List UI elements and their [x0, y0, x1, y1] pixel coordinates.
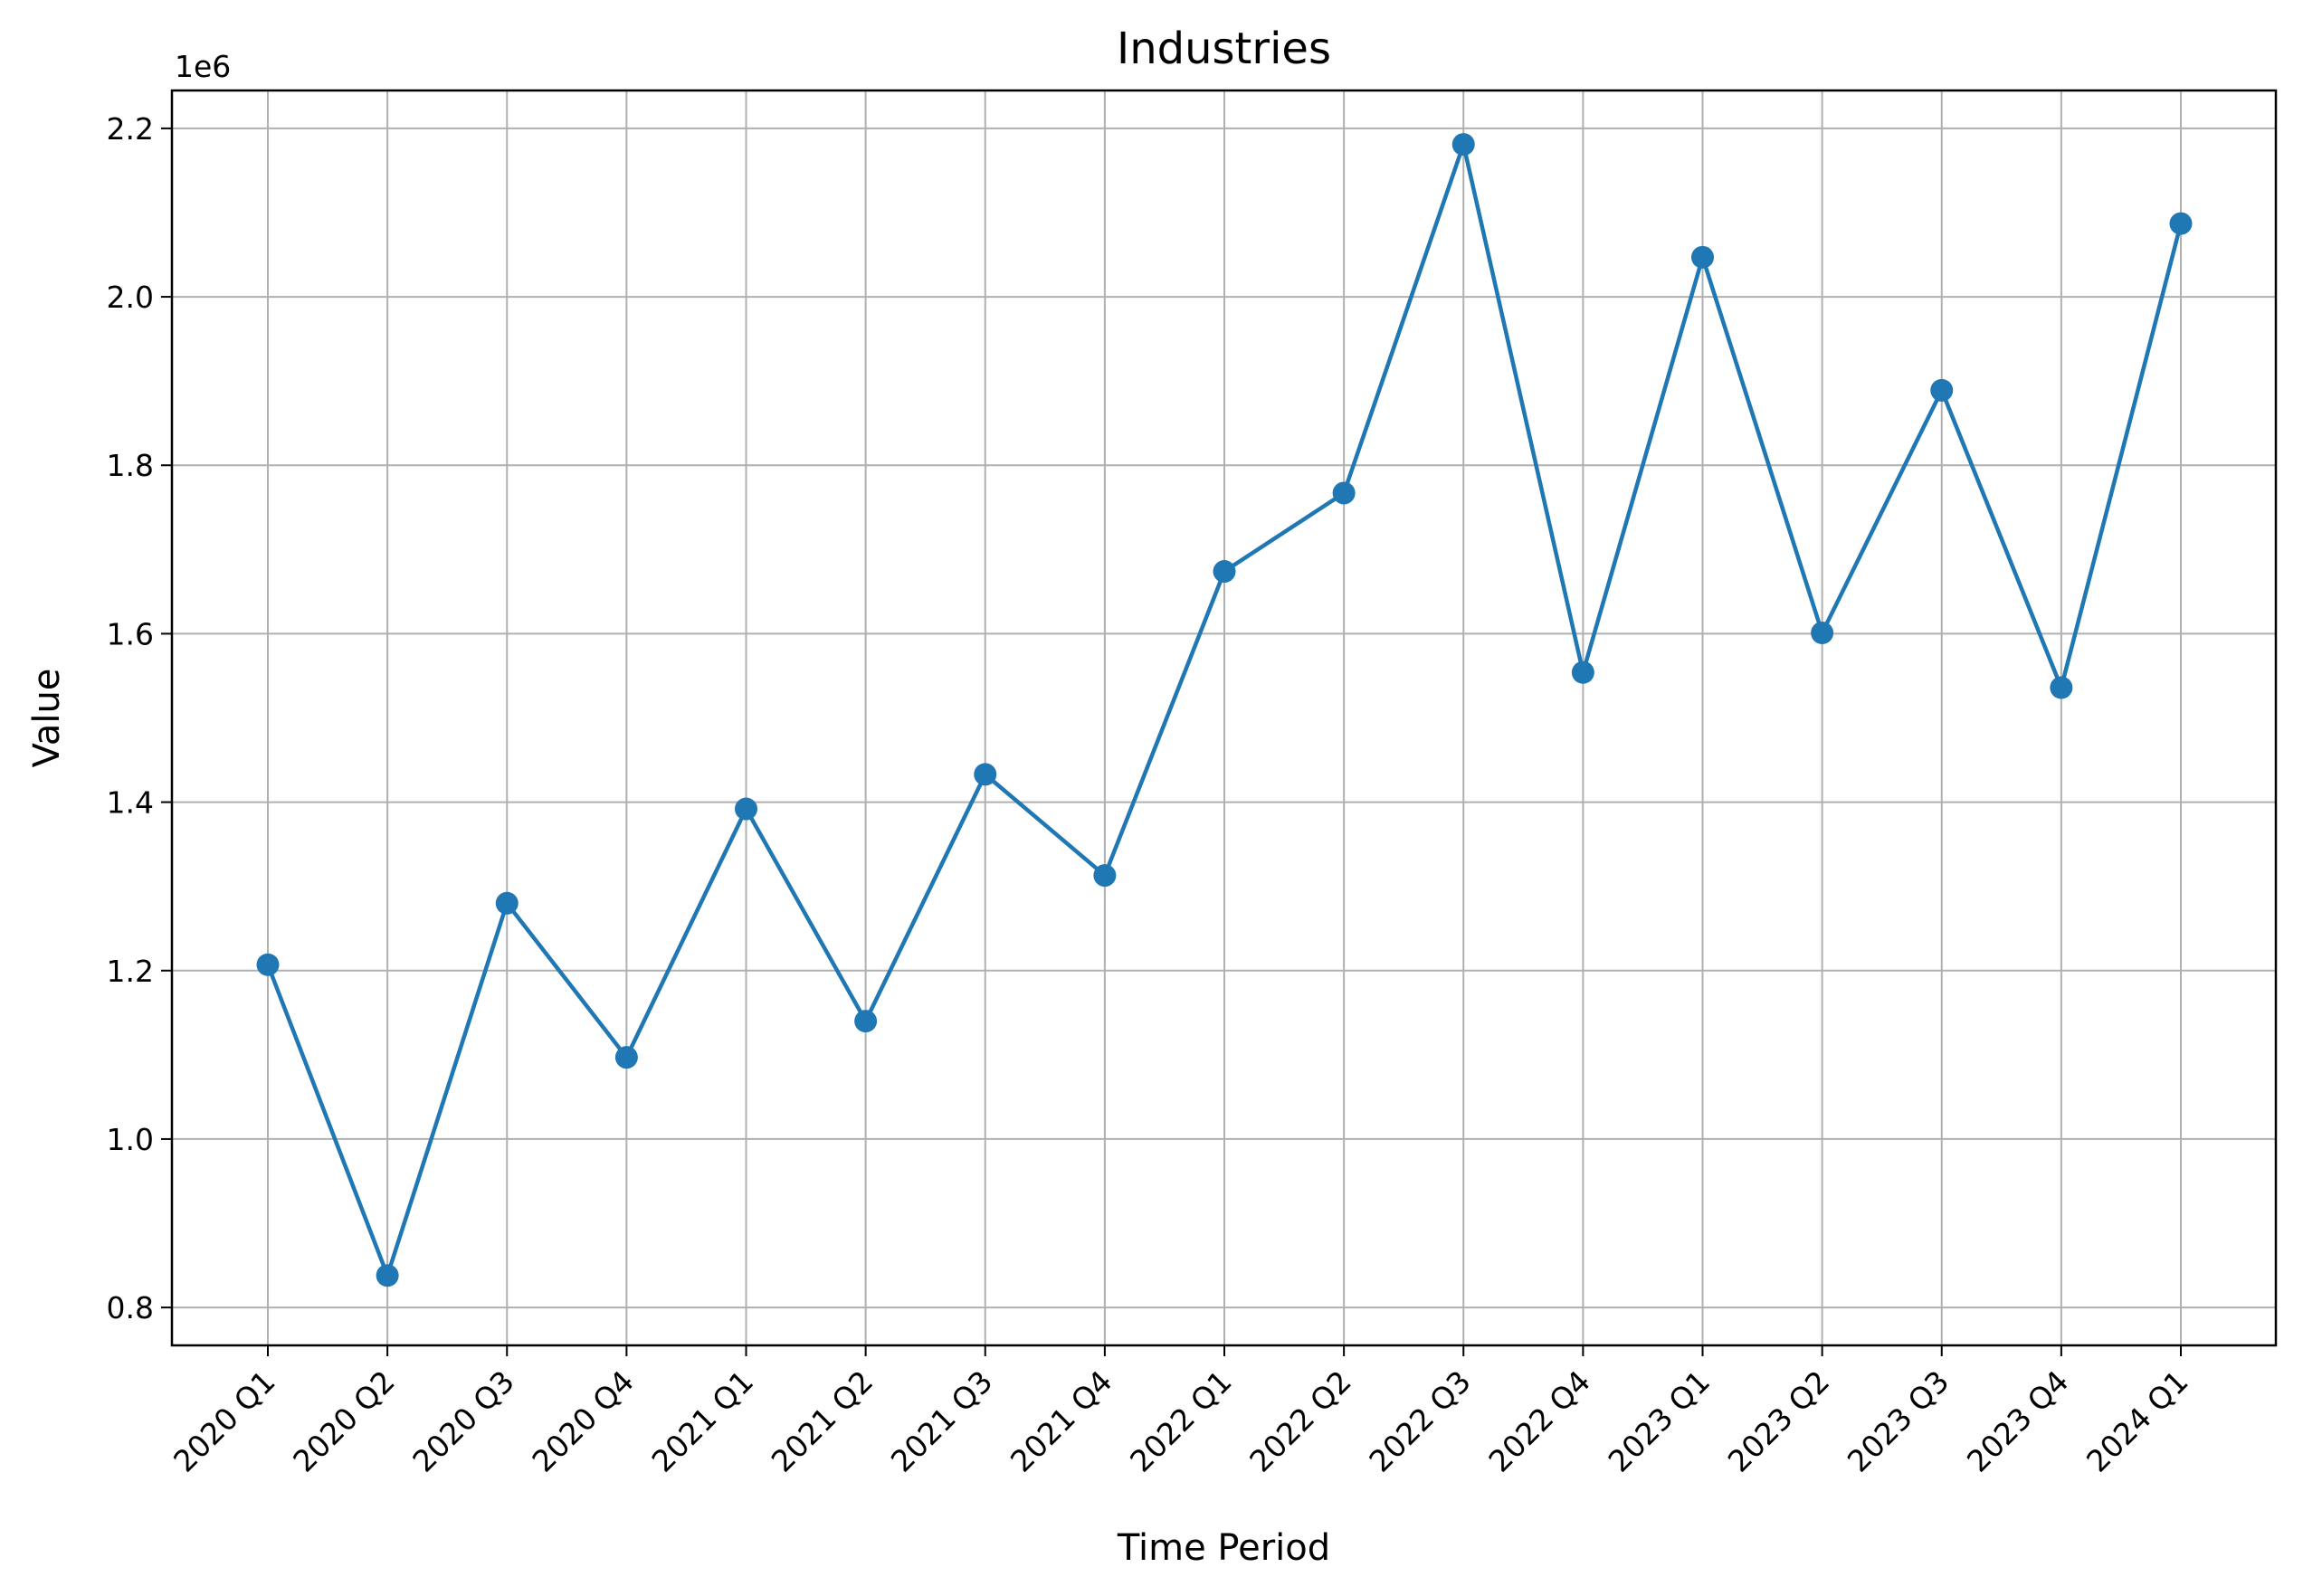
x-tick-label: 2023 Q3	[1841, 1363, 1956, 1479]
x-tick-label: 2021 Q1	[645, 1363, 761, 1479]
grid	[172, 90, 2276, 1345]
chart-title: Industries	[1117, 24, 1331, 74]
data-point	[1213, 560, 1236, 584]
x-tick-label: 2024 Q1	[2079, 1363, 2195, 1479]
data-point	[1811, 621, 1834, 644]
data-point	[1093, 864, 1117, 888]
y-tick-label: 2.2	[107, 111, 154, 147]
data-point	[974, 763, 997, 786]
x-tick-label: 2023 Q4	[1960, 1363, 2076, 1479]
data-point	[1691, 245, 1714, 269]
x-tick-label: 2022 Q1	[1123, 1363, 1239, 1479]
y-tick-label: 1.4	[107, 785, 154, 821]
data-point	[376, 1264, 399, 1287]
y-tick-label: 0.8	[107, 1290, 154, 1325]
data-point	[1332, 481, 1356, 505]
y-tick-label: 1.8	[107, 448, 154, 483]
x-tick-label: 2021 Q2	[765, 1363, 880, 1479]
x-tick-label: 2020 Q3	[405, 1363, 521, 1479]
x-tick-label: 2022 Q3	[1362, 1363, 1478, 1479]
x-tick-label: 2023 Q2	[1721, 1363, 1837, 1479]
series	[256, 133, 2193, 1287]
y-tick-label: 1.2	[107, 954, 154, 989]
x-tick-label: 2020 Q2	[286, 1363, 402, 1479]
axis-ticks: 2020 Q1 2020 Q2 2020 Q3 2020 Q4 2021 Q1 2021 …	[107, 111, 2195, 1479]
y-tick-label: 1.0	[107, 1122, 154, 1157]
x-tick-label: 2021 Q3	[884, 1363, 1000, 1479]
data-point	[1930, 378, 1954, 402]
x-tick-label: 2022 Q4	[1481, 1363, 1597, 1479]
y-tick-label: 1.6	[107, 616, 154, 651]
y-tick-label: 2.0	[107, 280, 154, 315]
data-point	[1571, 660, 1594, 684]
data-point	[2169, 212, 2193, 235]
data-point	[2050, 676, 2073, 699]
y-offset-label: 1e6	[175, 49, 231, 84]
x-tick-label: 2020 Q1	[167, 1363, 282, 1479]
data-point	[614, 1046, 638, 1069]
data-point	[256, 953, 280, 976]
x-tick-label: 2020 Q4	[525, 1363, 641, 1479]
plot-frame	[170, 89, 2278, 1347]
x-tick-label: 2022 Q2	[1242, 1363, 1358, 1479]
x-tick-label: 2021 Q4	[1004, 1363, 1119, 1479]
data-point	[854, 1010, 878, 1033]
x-axis-label: Time Period	[1117, 1527, 1330, 1569]
data-point	[495, 891, 519, 915]
data-point	[1451, 133, 1475, 157]
x-tick-label: 2023 Q1	[1602, 1363, 1718, 1479]
data-point	[735, 797, 757, 821]
y-axis-label: Value	[26, 669, 68, 768]
